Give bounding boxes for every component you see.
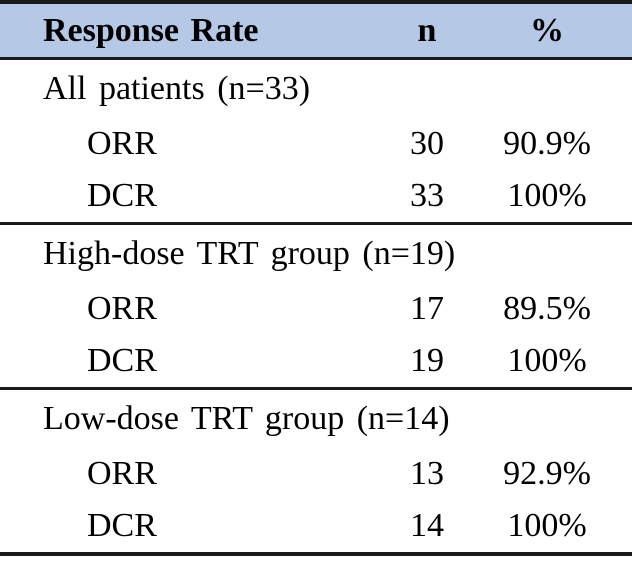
row-label: DCR (87, 342, 157, 379)
row-label: ORR (87, 125, 157, 162)
section-title: High-dose TRT group (n=19) (43, 235, 456, 272)
row-n-value: 30 (410, 125, 444, 162)
section-all-patients: All patients (n=33) ORR 30 90.9% DCR 33 … (0, 60, 632, 225)
section-title: Low-dose TRT group (n=14) (43, 400, 450, 437)
section-high-dose: High-dose TRT group (n=19) ORR 17 89.5% … (0, 225, 632, 390)
response-rate-table: Response Rate n % All patients (n=33) OR… (0, 0, 632, 556)
table-row: DCR 33 100% (0, 170, 632, 222)
section-title-row: All patients (n=33) (0, 60, 632, 118)
section-title-row: Low-dose TRT group (n=14) (0, 390, 632, 448)
row-n-value: 14 (410, 507, 444, 544)
row-percent-value: 89.5% (503, 290, 591, 327)
section-title: All patients (n=33) (43, 70, 311, 107)
table-row: ORR 30 90.9% (0, 118, 632, 170)
section-low-dose: Low-dose TRT group (n=14) ORR 13 92.9% D… (0, 390, 632, 556)
row-percent-value: 100% (507, 342, 587, 379)
row-label: ORR (87, 455, 157, 492)
row-n-value: 33 (410, 177, 444, 214)
header-response-rate: Response Rate (43, 11, 259, 49)
table-row: ORR 13 92.9% (0, 448, 632, 500)
row-n-value: 13 (410, 455, 444, 492)
table-header-row: Response Rate n % (0, 0, 632, 60)
header-percent: % (530, 11, 564, 49)
row-label: DCR (87, 177, 157, 214)
table-row: ORR 17 89.5% (0, 283, 632, 335)
row-n-value: 19 (410, 342, 444, 379)
table-row: DCR 14 100% (0, 500, 632, 552)
row-label: DCR (87, 507, 157, 544)
row-n-value: 17 (410, 290, 444, 327)
section-title-row: High-dose TRT group (n=19) (0, 225, 632, 283)
table-row: DCR 19 100% (0, 335, 632, 387)
row-percent-value: 100% (507, 507, 587, 544)
row-percent-value: 100% (507, 177, 587, 214)
row-percent-value: 90.9% (503, 125, 591, 162)
row-label: ORR (87, 290, 157, 327)
row-percent-value: 92.9% (503, 455, 591, 492)
header-n: n (417, 11, 437, 49)
